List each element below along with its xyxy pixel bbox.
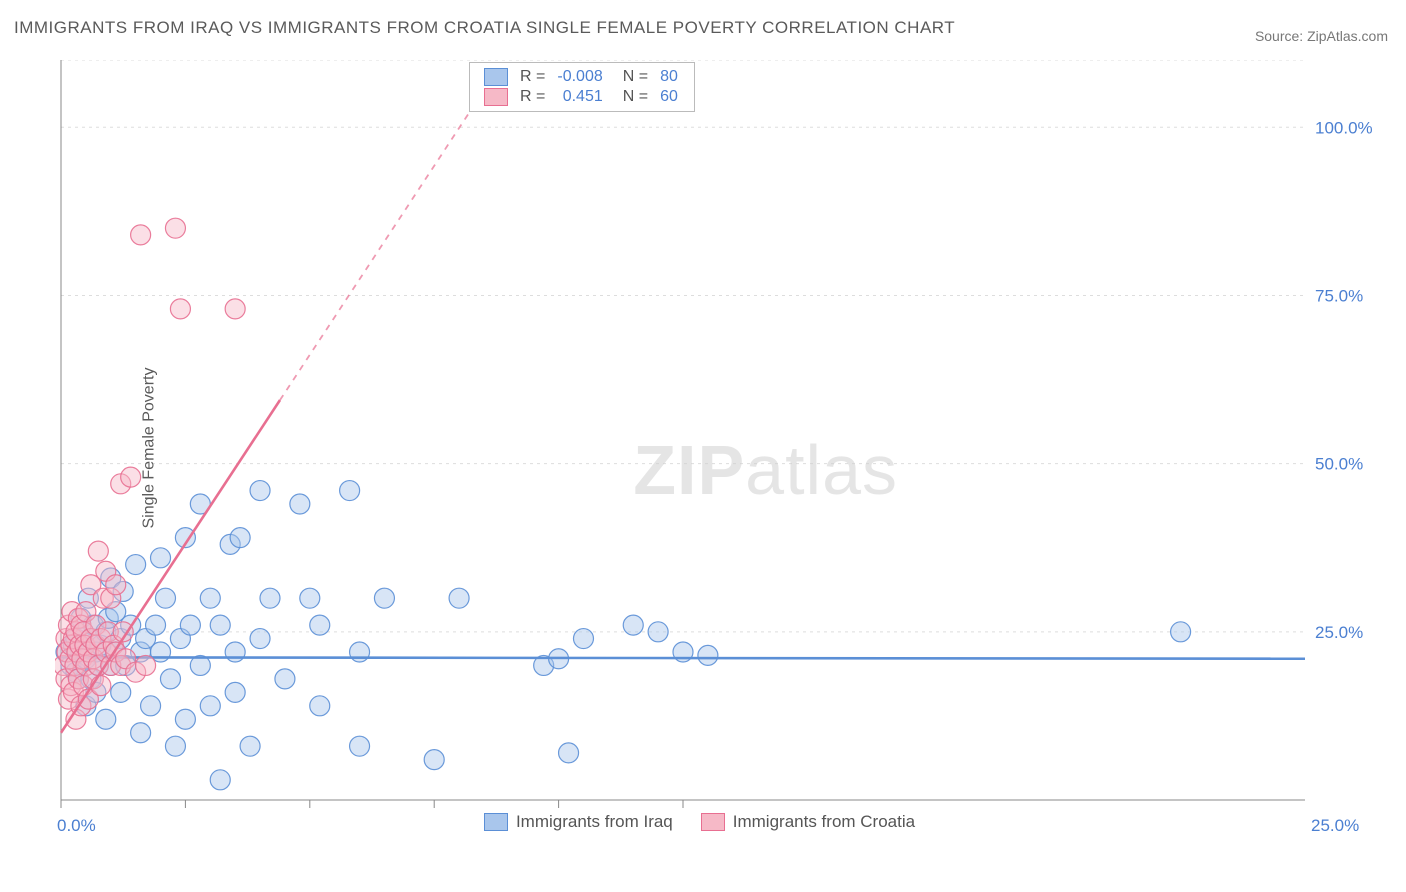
legend-row-croatia: R = 0.451 N = 60 [478,87,684,107]
chart-title: IMMIGRANTS FROM IRAQ VS IMMIGRANTS FROM … [14,18,955,38]
n-label: N = [609,87,654,107]
n-label: N = [609,67,654,87]
legend-row-iraq: R = -0.008 N = 80 [478,67,684,87]
plot-area: Single Female Poverty 25.0% 50.0% 75.0% 100… [55,60,1390,835]
svg-text:25.0%: 25.0% [1315,623,1363,642]
n-value-croatia: 60 [654,87,684,107]
legend-label-croatia: Immigrants from Croatia [733,812,915,832]
r-value-croatia: 0.451 [551,87,608,107]
svg-text:100.0%: 100.0% [1315,118,1373,137]
correlation-legend: R = -0.008 N = 80 R = 0.451 N = 60 [469,62,695,112]
x-tick-0: 0.0% [57,816,96,836]
svg-text:75.0%: 75.0% [1315,286,1363,305]
legend-item-croatia: Immigrants from Croatia [701,812,915,832]
r-label: R = [514,87,551,107]
r-value-iraq: -0.008 [551,67,608,87]
swatch-croatia [484,88,508,106]
swatch-iraq [484,813,508,831]
source-attribution: Source: ZipAtlas.com [1255,28,1388,44]
swatch-croatia [701,813,725,831]
series-legend: Immigrants from Iraq Immigrants from Cro… [484,812,915,832]
r-label: R = [514,67,551,87]
y-axis-label: Single Female Poverty [140,367,158,528]
swatch-iraq [484,68,508,86]
legend-label-iraq: Immigrants from Iraq [516,812,673,832]
chart-svg: 25.0% 50.0% 75.0% 100.0% [55,60,1390,835]
n-value-iraq: 80 [654,67,684,87]
x-tick-25: 25.0% [1311,816,1359,836]
svg-text:50.0%: 50.0% [1315,455,1363,474]
legend-item-iraq: Immigrants from Iraq [484,812,673,832]
